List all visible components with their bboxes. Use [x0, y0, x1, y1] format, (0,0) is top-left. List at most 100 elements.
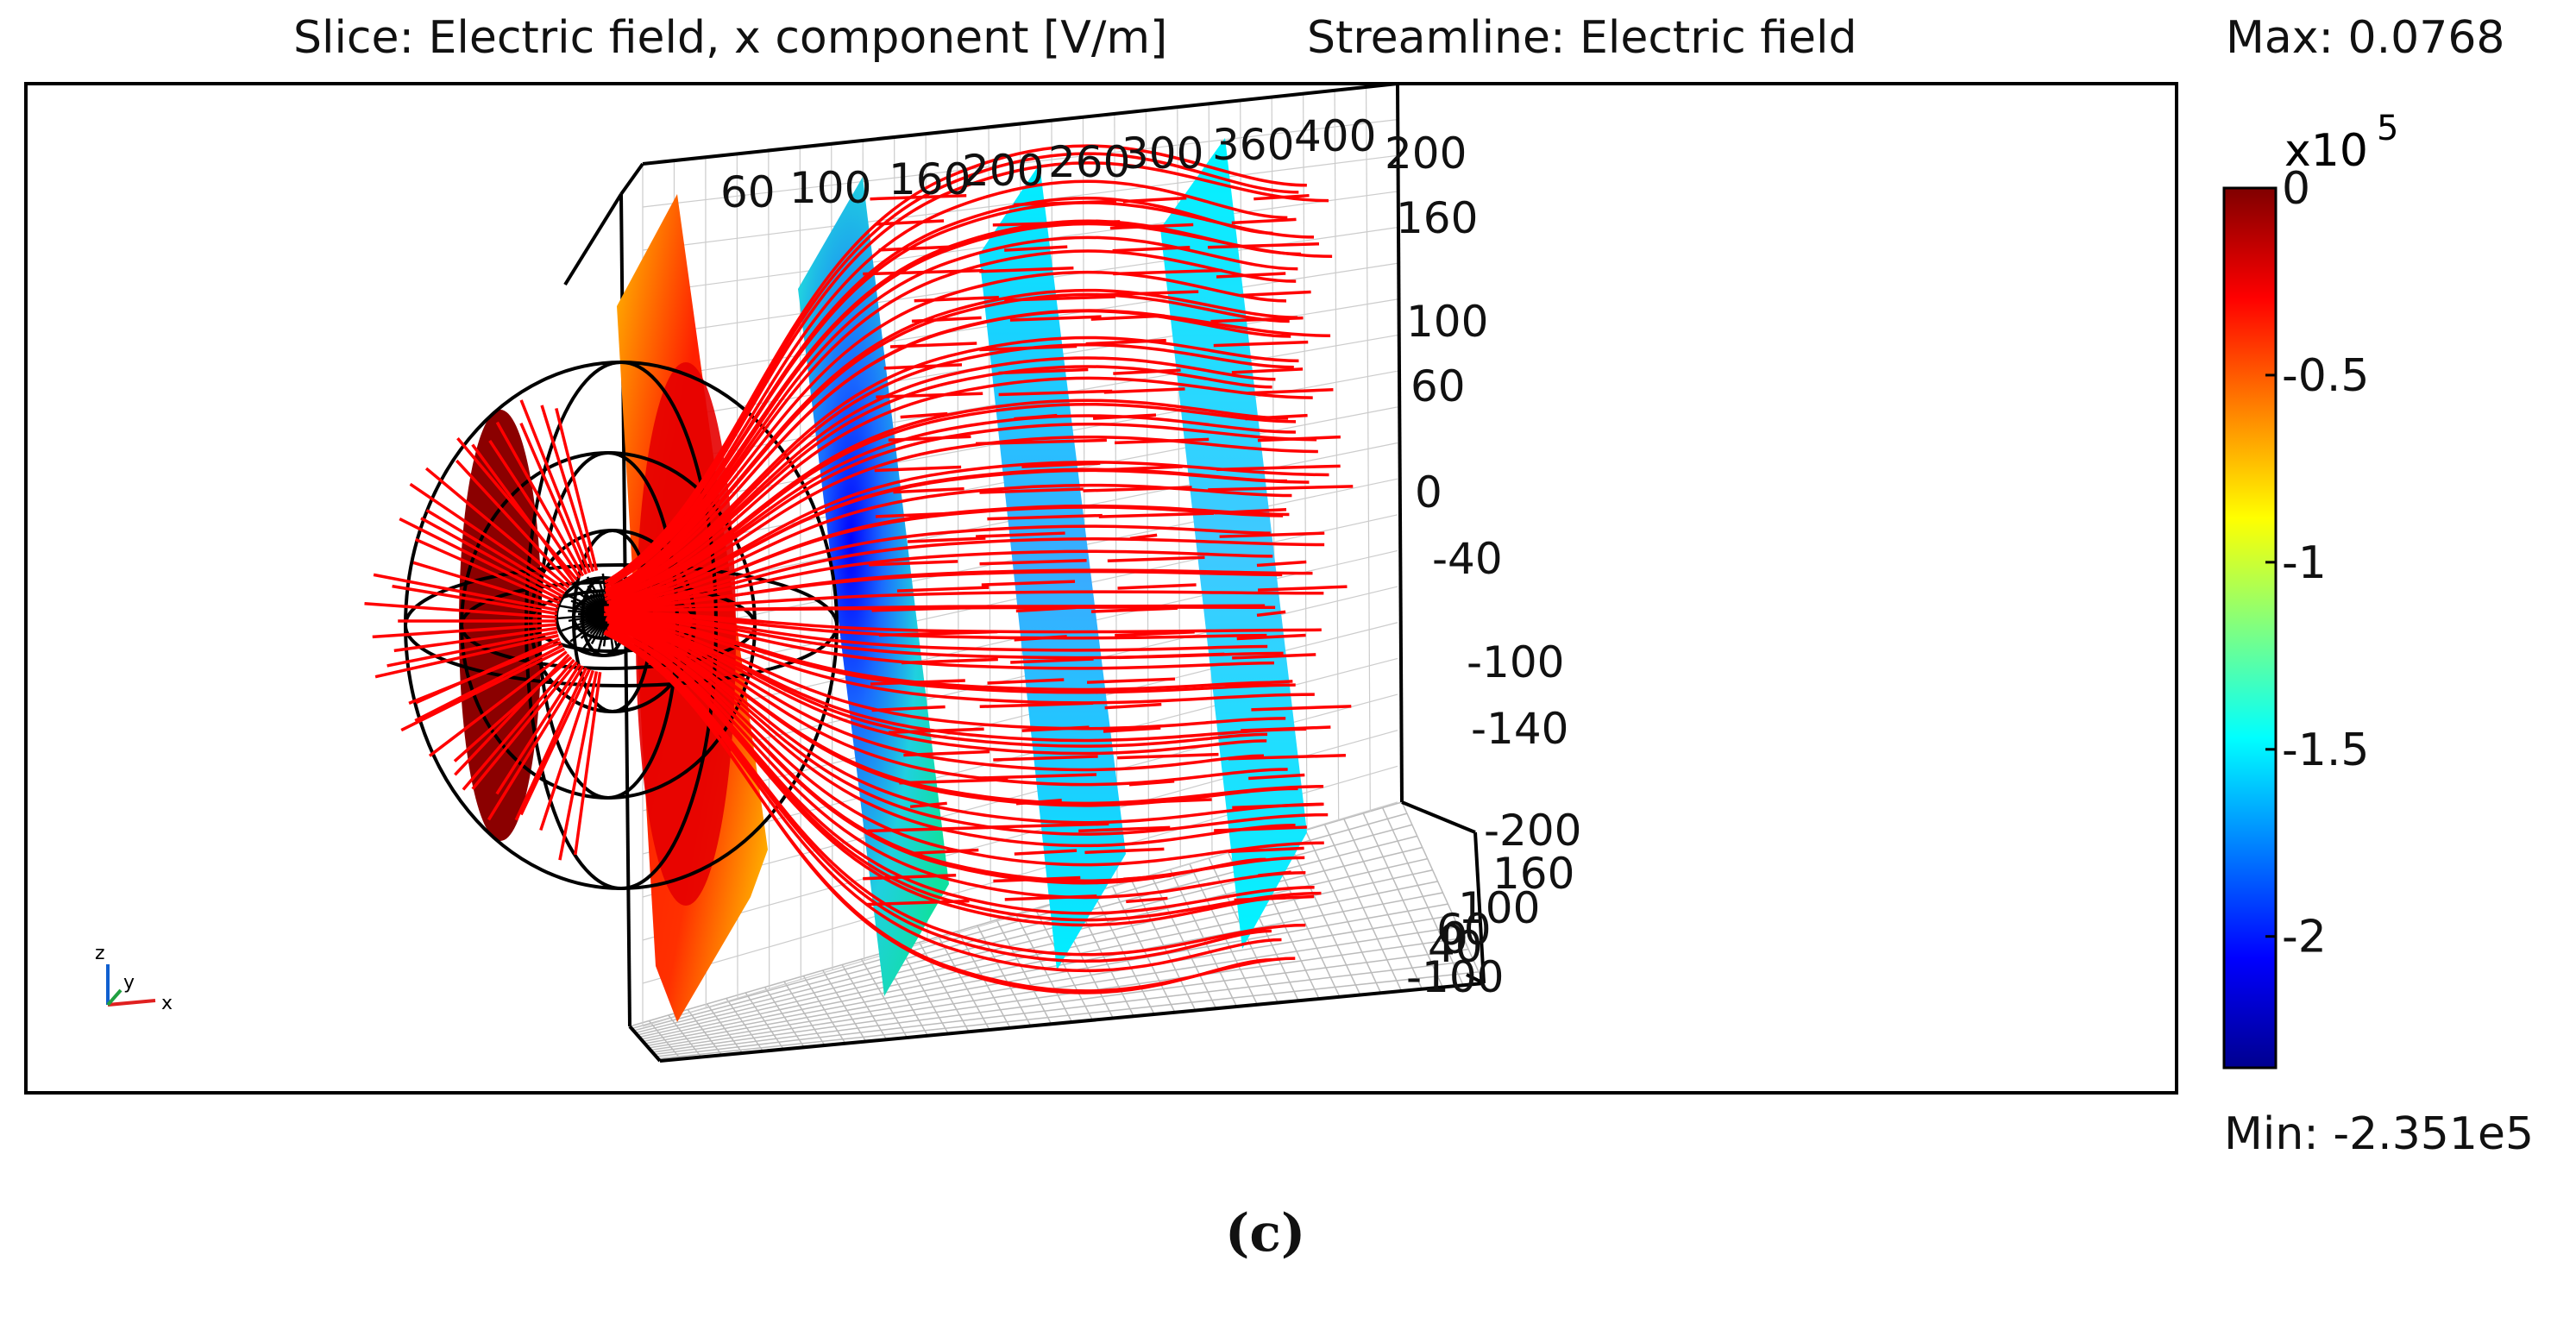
streamline-stub: [487, 665, 585, 821]
streamline-stub: [424, 467, 570, 589]
streamline-segment: [893, 486, 964, 494]
streamline-segment: [1010, 657, 1094, 664]
floor-grid-line: [654, 948, 1469, 1056]
streamline-title: Streamline: Electric field: [1307, 12, 1857, 64]
colorbar-min-label: Min: -2.351e5: [2224, 1108, 2535, 1160]
streamline-segment: [979, 344, 1078, 352]
streamline-segment: [1117, 752, 1219, 760]
streamline-segment: [863, 268, 983, 276]
streamline-segment: [1207, 242, 1320, 249]
z-axis-ticks: 200 160 100 60 0 -40 -100 -140 -200: [1385, 129, 1581, 856]
figure-caption: (c): [1225, 1203, 1305, 1264]
streamline: [612, 625, 1266, 885]
streamline-stub: [364, 601, 557, 619]
slice-plane-3: [979, 164, 1126, 970]
streamline-segment: [1232, 802, 1323, 810]
z-tick-label: -200: [1484, 806, 1581, 856]
orientation-axes: z y x: [95, 943, 173, 1014]
x-tick-label: 360: [1212, 120, 1294, 170]
streamline-segment: [1009, 315, 1102, 322]
streamline: [605, 336, 1299, 595]
z-tick-label: -100: [1467, 637, 1564, 687]
streamline: [611, 617, 1268, 748]
streamline-segment: [1098, 511, 1215, 518]
floor-grid-line: [657, 971, 1480, 1060]
streamline-segment: [1256, 560, 1307, 568]
streamline-segment: [1078, 825, 1171, 833]
streamline-segment: [975, 438, 1107, 446]
wall-grid-line: [642, 119, 1398, 208]
colorbar-max-label: Max: 0.0768: [2226, 12, 2505, 64]
colorbar-tick-label: -0.5: [2282, 350, 2369, 402]
z-tick-label: -40: [1432, 534, 1503, 584]
streamline-segment: [1015, 605, 1077, 613]
streamline: [607, 615, 1315, 705]
streamline: [612, 616, 1286, 731]
streamline-segment: [1210, 316, 1304, 323]
streamline-segment: [981, 580, 1076, 587]
streamline: [610, 549, 1273, 609]
streamline-segment: [871, 705, 946, 712]
streamline: [611, 623, 1329, 836]
streamline-segment: [1258, 870, 1291, 877]
streamline-segment: [878, 245, 958, 252]
streamline-segment: [870, 679, 965, 686]
streamlines: [364, 144, 1354, 994]
streamline: [605, 618, 1267, 756]
streamline: [608, 618, 1264, 772]
streamline-stub: [462, 658, 575, 791]
streamline-segment: [1231, 217, 1297, 225]
floor-grid-line: [648, 914, 1454, 1049]
streamline-segment: [1247, 388, 1334, 395]
streamline-segment: [1126, 896, 1168, 904]
streamline: [607, 624, 1324, 867]
streamline-segment: [1251, 705, 1352, 712]
streamline-stub: [409, 482, 568, 592]
streamline: [609, 623, 1296, 848]
z-tick-label: -140: [1471, 704, 1568, 754]
streamline: [608, 161, 1329, 586]
streamline: [608, 632, 1272, 994]
disc-slice: [459, 410, 542, 841]
colorbar-tick-label: -2: [2282, 912, 2327, 963]
streamline-segment: [1128, 780, 1175, 787]
streamline-segment: [908, 536, 986, 543]
streamline: [605, 309, 1331, 594]
streamline-segment: [874, 465, 962, 473]
streamline-segment: [875, 511, 958, 518]
streamline-segment: [1113, 368, 1181, 375]
x-tick-label: 100: [789, 163, 871, 213]
streamline-segment: [888, 435, 971, 442]
streamline-segment: [878, 630, 998, 637]
streamline-stub: [425, 509, 566, 595]
streamline-stub: [415, 637, 561, 705]
streamline-stub: [488, 439, 581, 579]
streamline-segment: [1253, 193, 1310, 201]
streamline-segment: [1094, 290, 1199, 297]
streamline-segment: [867, 825, 991, 833]
streamline-segment: [979, 773, 1097, 780]
axis-y-label: y: [123, 972, 135, 994]
colorbar-exponent-power: 5: [2377, 109, 2398, 148]
streamline-segment: [1248, 773, 1305, 781]
slice-title: Slice: Electric field, x component [V/m]: [293, 12, 1168, 64]
streamline-segment: [876, 392, 983, 398]
streamline: [606, 611, 1267, 640]
y-tick-label: 60: [1436, 905, 1492, 955]
x-tick-label: 400: [1294, 111, 1376, 161]
z-tick-label: 200: [1385, 129, 1467, 179]
streamline-stub: [414, 537, 561, 605]
streamline-segment: [1086, 677, 1176, 684]
streamline-segment: [981, 822, 1109, 830]
streamline-segment: [1004, 894, 1097, 901]
streamline-segment: [1014, 413, 1058, 421]
streamline-stub: [392, 584, 557, 616]
streamline-stub: [428, 650, 568, 757]
streamline: [604, 144, 1307, 584]
streamline: [610, 403, 1297, 599]
streamline-segment: [883, 363, 963, 370]
plot-frame: [24, 82, 2178, 1095]
streamline-segment: [1014, 199, 1117, 207]
colorbar-exponent: x10: [2284, 125, 2368, 177]
